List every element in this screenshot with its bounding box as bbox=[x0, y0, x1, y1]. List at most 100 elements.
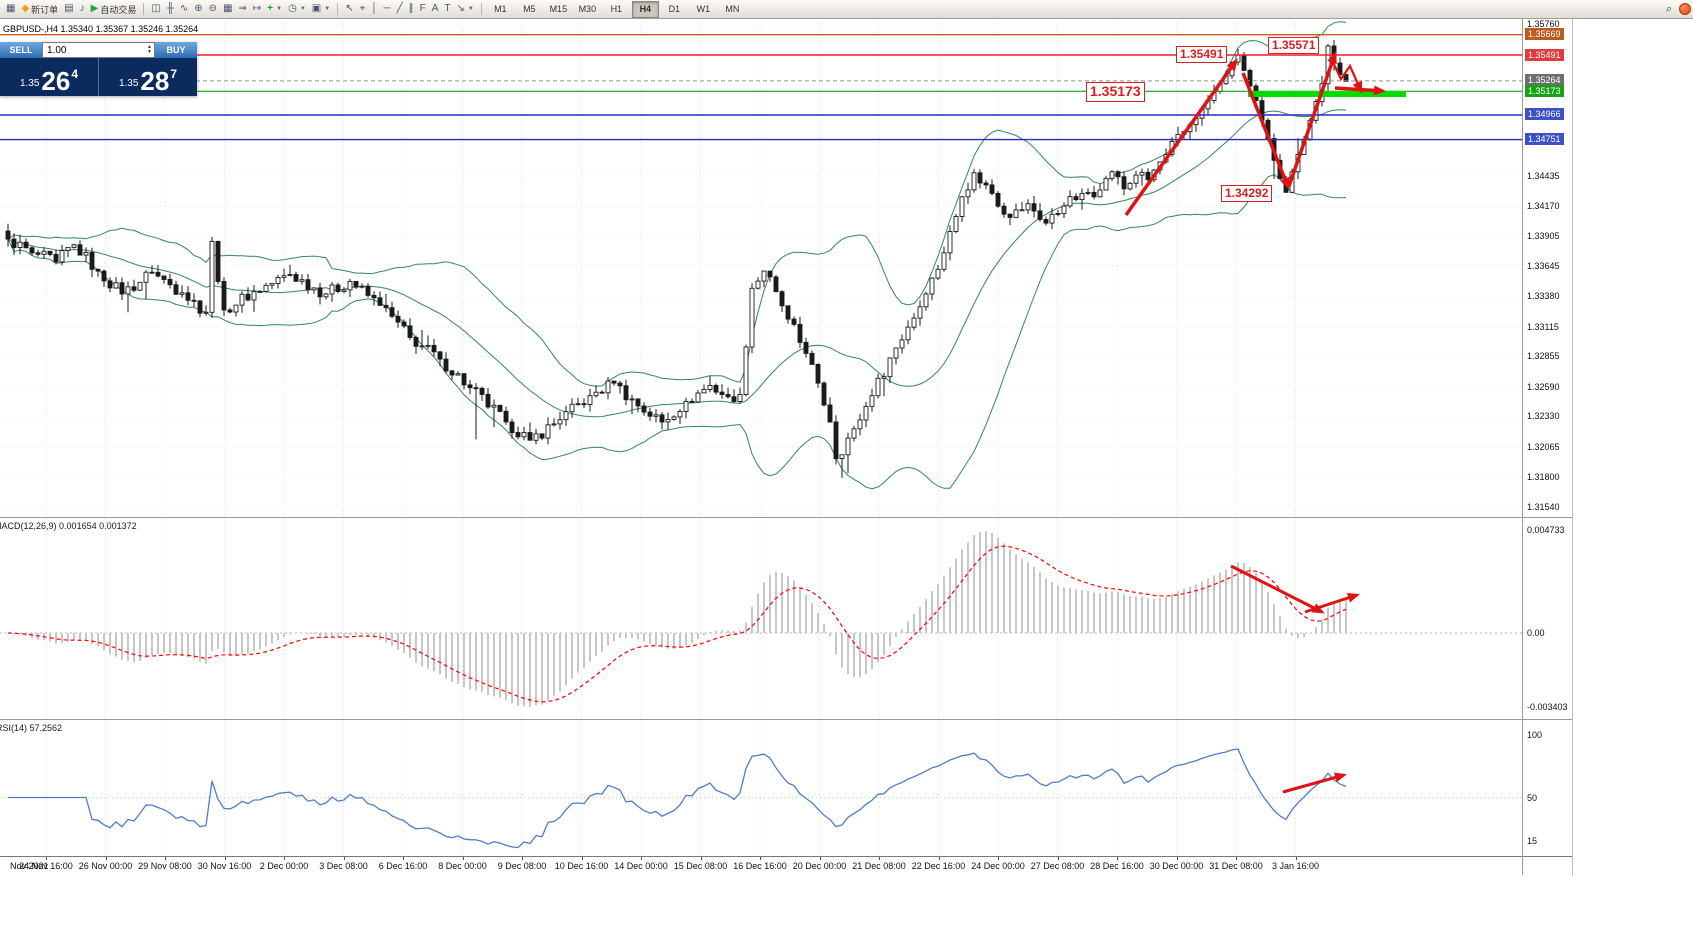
volume-spinner[interactable]: ▲ ▼ bbox=[145, 45, 154, 55]
price-axis-label: 1.33380 bbox=[1527, 291, 1560, 301]
chart-window-button[interactable]: ▦ bbox=[3, 1, 18, 17]
charts-icon: ▤ bbox=[64, 3, 74, 14]
price-axis-label: 1.32065 bbox=[1527, 442, 1560, 452]
time-axis-tick bbox=[760, 857, 761, 860]
price-badge: 1.34966 bbox=[1525, 108, 1564, 120]
rsi-pane[interactable] bbox=[0, 719, 1572, 857]
time-axis-tick bbox=[1295, 857, 1297, 860]
zoom-out-button[interactable]: ⊖ bbox=[206, 1, 220, 17]
autotrading-icon: ▶ bbox=[90, 3, 99, 14]
timeframe-mn-button[interactable]: MN bbox=[725, 4, 740, 14]
horizontal-line-icon: ─ bbox=[383, 3, 391, 14]
spinner-down-icon[interactable]: ▼ bbox=[147, 49, 152, 55]
one-click-trading-panel: SELL 1.00 ▲ ▼ BUY 1.35 26 4 1.35 28 7 bbox=[0, 42, 197, 96]
price-axis-label: 1.32855 bbox=[1527, 351, 1560, 361]
autotrading-button[interactable]: ▶ 自动交易 bbox=[88, 1, 140, 17]
bid-ask-prices: 1.35 26 4 1.35 28 7 bbox=[0, 58, 197, 96]
timeframe-m30-button[interactable]: M30 bbox=[578, 4, 597, 14]
main-chart-pane[interactable] bbox=[0, 18, 1572, 517]
templates-button[interactable]: ▣ ▼ bbox=[309, 1, 333, 17]
sell-button[interactable]: SELL bbox=[0, 42, 42, 58]
tile-windows-button[interactable]: ▦ bbox=[220, 1, 235, 17]
rsi-axis-label: 100 bbox=[1527, 730, 1543, 740]
horizontal-line-button[interactable]: ─ bbox=[380, 1, 393, 17]
ohlc-values: 1.35340 1.35367 1.35246 1.35264 bbox=[60, 24, 199, 34]
macd-name: MACD(12,26,9) bbox=[0, 521, 57, 531]
trend-arrows[interactable] bbox=[1124, 51, 1386, 217]
indicators-icon: + bbox=[267, 3, 274, 14]
horizontal-level-lines[interactable] bbox=[0, 34, 1522, 141]
sell-price[interactable]: 1.35 26 4 bbox=[0, 58, 98, 96]
timeframe-m15-button[interactable]: M15 bbox=[549, 4, 568, 14]
price-annotation[interactable]: 1.35571 bbox=[1268, 37, 1320, 54]
notification-icon[interactable] bbox=[1679, 3, 1691, 15]
auto-scroll-button[interactable]: ⇒ bbox=[236, 1, 250, 17]
timeframe-m5-button[interactable]: M5 bbox=[523, 4, 536, 14]
label-button[interactable]: T bbox=[441, 1, 453, 17]
price-axis[interactable]: 1.35760 1.34435 1.34170 1.33905 1.33645 1.333… bbox=[1522, 18, 1673, 875]
time-axis-tick bbox=[1117, 857, 1118, 860]
rsi-axis-label: 15 bbox=[1527, 836, 1538, 846]
macd-values: 0.001654 0.001372 bbox=[59, 521, 137, 531]
bar-chart-button[interactable]: ◫ bbox=[148, 1, 163, 17]
candlestick-chart-button[interactable]: ╫ bbox=[164, 1, 177, 17]
timeframe-d1-button[interactable]: D1 bbox=[668, 4, 681, 14]
symbol-period-label: GBPUSD-,H4 bbox=[3, 24, 59, 34]
macd-arrows[interactable] bbox=[1230, 564, 1360, 614]
zoom-in-button[interactable]: ⊕ bbox=[191, 1, 205, 17]
chart-shift-button[interactable]: ↦ bbox=[250, 1, 264, 17]
bollinger-bands bbox=[7, 21, 1347, 490]
macd-label: MACD(12,26,9) 0.001654 0.001372 bbox=[0, 521, 137, 531]
time-axis-tick bbox=[879, 857, 880, 860]
time-axis-tick bbox=[462, 857, 464, 860]
vertical-line-button[interactable]: │ bbox=[368, 1, 380, 17]
timeframe-h1-button[interactable]: H1 bbox=[610, 4, 623, 14]
time-axis-label: 24 Dec 00:00 bbox=[971, 861, 1025, 871]
rsi-arrows[interactable] bbox=[1282, 772, 1347, 794]
timeframe-w1-button[interactable]: W1 bbox=[696, 4, 711, 14]
periods-button[interactable]: ◷ ▼ bbox=[285, 1, 309, 17]
new-order-button[interactable]: ◆ 新订单 bbox=[18, 1, 61, 17]
price-annotation[interactable]: 1.35173 bbox=[1086, 82, 1145, 102]
search-icon[interactable]: ⌕ bbox=[1665, 2, 1672, 15]
price-axis-label: 1.35760 bbox=[1527, 19, 1560, 29]
channel-button[interactable]: ∥ bbox=[406, 1, 417, 17]
cursor-button[interactable]: ↖ bbox=[342, 1, 356, 17]
rsi-value: 57.2562 bbox=[29, 723, 63, 733]
zoom-in-icon: ⊕ bbox=[194, 3, 203, 14]
rsi-name: RSI(14) bbox=[0, 723, 28, 733]
sell-price-big: 26 bbox=[41, 66, 71, 96]
macd-histogram bbox=[13, 531, 1347, 707]
fibonacci-button[interactable]: F bbox=[417, 1, 429, 17]
time-axis[interactable]: Nov 2021 24 Nov 16:00 26 Nov 00:00 29 Nov 0… bbox=[0, 856, 1572, 876]
time-axis-tick bbox=[819, 857, 821, 860]
time-axis-label: 3 Dec 08:00 bbox=[319, 861, 368, 871]
buy-price[interactable]: 1.35 28 7 bbox=[98, 58, 197, 96]
indicators-button[interactable]: + ▼ bbox=[264, 1, 285, 17]
timeframe-h4-button[interactable]: H4 bbox=[631, 0, 659, 18]
buy-price-prefix: 1.35 bbox=[118, 78, 139, 89]
time-axis-label: 20 Dec 00:00 bbox=[792, 861, 847, 871]
chart-canvas[interactable] bbox=[0, 0, 1572, 938]
volume-input[interactable]: 1.00 ▲ ▼ bbox=[42, 42, 155, 58]
time-axis-label: 3 Jan 16:00 bbox=[1271, 861, 1320, 871]
price-axis-label: 1.32330 bbox=[1527, 411, 1560, 421]
timeframe-m1-button[interactable]: M1 bbox=[494, 4, 507, 14]
text-button[interactable]: A bbox=[429, 1, 442, 17]
buy-button[interactable]: BUY bbox=[155, 42, 197, 58]
macd-pane[interactable] bbox=[0, 517, 1572, 720]
spinner-up-icon[interactable]: ▲ bbox=[147, 44, 152, 50]
chevron-down-icon: ▼ bbox=[467, 6, 474, 12]
rsi-axis-label: 50 bbox=[1527, 793, 1538, 803]
charts-button[interactable]: ▤ bbox=[61, 1, 76, 17]
price-badge: 1.35669 bbox=[1525, 28, 1564, 40]
line-chart-button[interactable]: ∿ bbox=[177, 1, 191, 17]
grid bbox=[0, 18, 1522, 856]
time-axis-label: 28 Dec 16:00 bbox=[1090, 861, 1144, 871]
price-annotation[interactable]: 1.34292 bbox=[1221, 185, 1273, 202]
crosshair-button[interactable]: ⌖ bbox=[357, 1, 369, 17]
arrows-button[interactable]: ↘ ▼ bbox=[453, 1, 476, 17]
trendline-button[interactable]: ╱ bbox=[394, 1, 406, 17]
sound-button[interactable]: ♪ bbox=[77, 1, 88, 17]
price-annotation[interactable]: 1.35491 bbox=[1176, 46, 1228, 63]
